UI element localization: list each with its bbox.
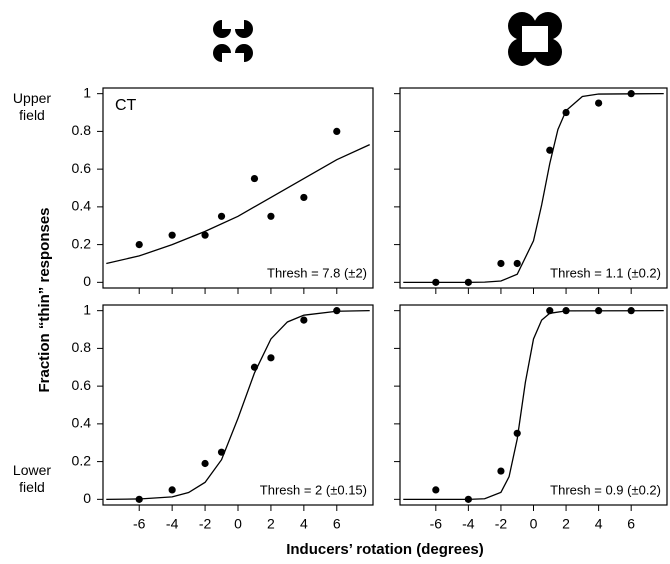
x-tick-label: -4	[462, 516, 475, 532]
data-point	[562, 108, 570, 117]
data-point	[562, 307, 570, 315]
data-point	[201, 459, 209, 468]
threshold-label: Thresh = 2 (±0.15)	[260, 482, 367, 497]
row-label: Lower field	[12, 462, 52, 495]
x-tick-label: -6	[430, 516, 443, 532]
y-tick-label: 0	[83, 490, 91, 506]
x-tick-label: 2	[562, 516, 570, 532]
y-tick-label: 0.8	[72, 122, 92, 138]
data-point	[135, 495, 143, 503]
data-point	[432, 278, 440, 286]
x-tick-label: -4	[166, 516, 179, 532]
x-tick-label: -6	[133, 516, 146, 532]
x-tick-label: -2	[199, 516, 212, 532]
y-axis-label: Fraction “thin” responses	[36, 207, 53, 392]
data-point	[333, 127, 341, 135]
data-point	[201, 231, 209, 239]
data-point	[546, 146, 554, 154]
plot-frame	[102, 87, 374, 289]
illusory-square-icon	[508, 12, 562, 66]
data-point	[464, 278, 472, 286]
y-tick-label: 0.4	[72, 198, 92, 214]
data-point	[300, 316, 308, 324]
data-point	[497, 259, 505, 268]
data-point	[250, 363, 259, 371]
row-label: Upper field	[12, 90, 52, 123]
fit-curve	[106, 310, 370, 500]
y-tick-label: 0.2	[72, 452, 92, 468]
data-point	[432, 486, 440, 494]
data-point	[168, 231, 176, 239]
fit-curve	[106, 144, 370, 265]
data-point	[497, 467, 505, 475]
data-point	[217, 448, 226, 456]
x-tick-label: 4	[300, 516, 308, 532]
data-point	[464, 495, 472, 503]
x-tick-label: -2	[495, 516, 508, 532]
plot-frame	[102, 304, 374, 506]
x-tick-label: 6	[333, 516, 341, 532]
data-point	[250, 174, 259, 183]
y-tick-label: 0.8	[72, 339, 92, 355]
data-point	[217, 212, 226, 220]
plot-frame	[399, 304, 668, 506]
y-tick-label: 0.6	[72, 377, 92, 393]
data-point	[267, 212, 275, 220]
fit-curve	[403, 93, 664, 283]
data-point	[168, 486, 176, 494]
plot-frame	[399, 87, 668, 289]
data-point	[627, 90, 635, 98]
y-tick-label: 1	[83, 84, 91, 100]
data-point	[595, 307, 603, 315]
data-point	[300, 193, 308, 202]
threshold-label: Thresh = 0.9 (±0.2)	[550, 482, 661, 497]
data-point	[513, 429, 521, 437]
data-point	[546, 307, 554, 315]
y-tick-label: 1	[83, 301, 91, 317]
x-tick-label: 4	[595, 516, 603, 532]
inducers-icon	[213, 20, 253, 62]
data-point	[595, 99, 603, 107]
x-tick-label: 0	[530, 516, 538, 532]
y-tick-label: 0	[83, 273, 91, 289]
fit-curve	[403, 310, 664, 500]
data-point	[135, 241, 143, 249]
x-tick-label: 6	[627, 516, 635, 532]
threshold-label: Thresh = 1.1 (±0.2)	[550, 265, 661, 280]
y-tick-label: 0.6	[72, 160, 92, 176]
x-tick-label: 0	[234, 516, 242, 532]
data-point	[513, 259, 521, 268]
x-tick-label: 2	[267, 516, 275, 532]
threshold-label: Thresh = 7.8 (±2)	[267, 265, 367, 280]
data-point	[267, 354, 275, 362]
data-point	[333, 307, 341, 315]
y-tick-label: 0.2	[72, 235, 92, 251]
annotation: CT	[115, 97, 137, 114]
y-tick-label: 0.4	[72, 415, 92, 431]
x-axis-label: Inducers’ rotation (degrees)	[286, 541, 484, 558]
data-point	[627, 307, 635, 315]
